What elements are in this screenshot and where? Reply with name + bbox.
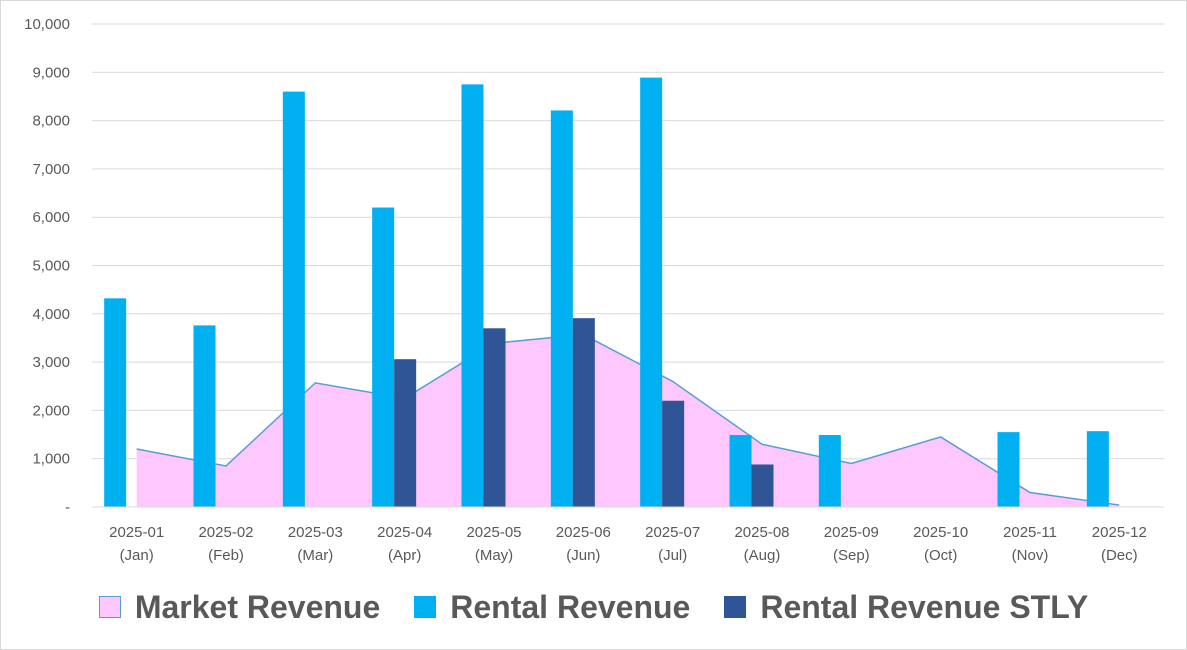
x-tick-label: 2025-09 — [824, 524, 879, 541]
x-tick-sublabel: (May) — [475, 547, 513, 564]
rental-revenue-bar — [550, 110, 573, 507]
rental-revenue-stly-bar — [751, 464, 774, 507]
x-tick-label: 2025-06 — [556, 524, 611, 541]
y-tick-label: 5,000 — [32, 258, 70, 275]
y-tick-label: 1,000 — [32, 451, 70, 468]
x-tick-label: 2025-04 — [377, 524, 432, 541]
y-tick-label: 3,000 — [32, 354, 70, 371]
rental-revenue-bar — [104, 298, 127, 507]
rental-revenue-bar — [461, 84, 484, 507]
y-tick-label: 9,000 — [32, 64, 70, 81]
x-tick-label: 2025-11 — [1003, 524, 1057, 541]
rental-revenue-stly-bar — [394, 359, 417, 507]
x-tick-sublabel: (Jan) — [120, 547, 154, 564]
x-tick-sublabel: (Nov) — [1012, 547, 1049, 564]
bars-group — [104, 77, 1109, 508]
legend-swatch-rental-revenue-stly — [724, 596, 747, 618]
x-tick-sublabel: (Sep) — [833, 547, 870, 564]
x-tick-sublabel: (Apr) — [388, 547, 421, 564]
legend-item-rental-revenue-stly[interactable]: Rental Revenue STLY — [724, 589, 1088, 626]
rental-revenue-bar — [997, 432, 1020, 507]
legend-swatch-market-revenue — [98, 596, 121, 618]
x-tick-sublabel: (Mar) — [297, 547, 333, 564]
rental-revenue-bar — [640, 77, 663, 507]
x-tick-label: 2025-07 — [645, 524, 700, 541]
x-tick-sublabel: (Oct) — [924, 547, 957, 564]
legend-swatch-rental-revenue — [414, 596, 437, 618]
y-tick-label: 8,000 — [32, 113, 70, 130]
x-tick-sublabel: (Dec) — [1101, 547, 1138, 564]
x-tick-label: 2025-08 — [734, 524, 789, 541]
legend-item-market-revenue[interactable]: Market Revenue — [98, 588, 381, 626]
y-tick-label: 4,000 — [32, 306, 70, 323]
rental-revenue-stly-bar — [662, 400, 685, 507]
rental-revenue-bar — [818, 435, 841, 507]
x-tick-label: 2025-03 — [288, 524, 343, 541]
x-tick-sublabel: (Aug) — [744, 547, 781, 564]
x-tick-sublabel: (Jul) — [658, 547, 687, 564]
rental-revenue-bar — [282, 91, 305, 508]
rental-revenue-bar — [729, 435, 752, 507]
x-tick-label: 2025-12 — [1092, 524, 1147, 541]
legend-item-rental-revenue[interactable]: Rental Revenue — [414, 589, 690, 626]
x-tick-label: 2025-10 — [913, 524, 968, 541]
x-tick-label: 2025-02 — [198, 524, 253, 541]
rental-revenue-stly-bar — [572, 318, 595, 507]
x-tick-label: 2025-01 — [109, 524, 164, 541]
y-tick-label: 2,000 — [32, 402, 70, 419]
rental-revenue-stly-bar — [483, 328, 506, 507]
rental-revenue-bar — [193, 325, 216, 507]
x-tick-label: 2025-05 — [466, 524, 521, 541]
legend: Market Revenue Rental Revenue Rental Rev… — [0, 584, 1187, 630]
y-tick-label: 7,000 — [32, 161, 70, 178]
rental-revenue-bar — [372, 207, 395, 508]
y-tick-label: 6,000 — [32, 209, 70, 226]
y-tick-label: 10,000 — [24, 16, 70, 33]
revenue-chart: - 1,000 2,000 3,000 4,000 5,000 6,000 7,000 8,00… — [24, 16, 1164, 564]
y-axis: - 1,000 2,000 3,000 4,000 5,000 6,000 7,000 8,00… — [24, 16, 70, 516]
legend-label: Rental Revenue — [450, 588, 691, 625]
rental-revenue-bar — [1086, 431, 1109, 507]
x-axis: 2025-01 (Jan) 2025-02 (Feb) 2025-03 (Mar) 2025… — [92, 506, 1164, 564]
x-tick-sublabel: (Jun) — [566, 547, 600, 564]
legend-label: Market Revenue — [134, 588, 381, 625]
legend-label: Rental Revenue STLY — [760, 588, 1089, 625]
y-tick-label: - — [65, 499, 70, 516]
x-tick-sublabel: (Feb) — [208, 547, 244, 564]
